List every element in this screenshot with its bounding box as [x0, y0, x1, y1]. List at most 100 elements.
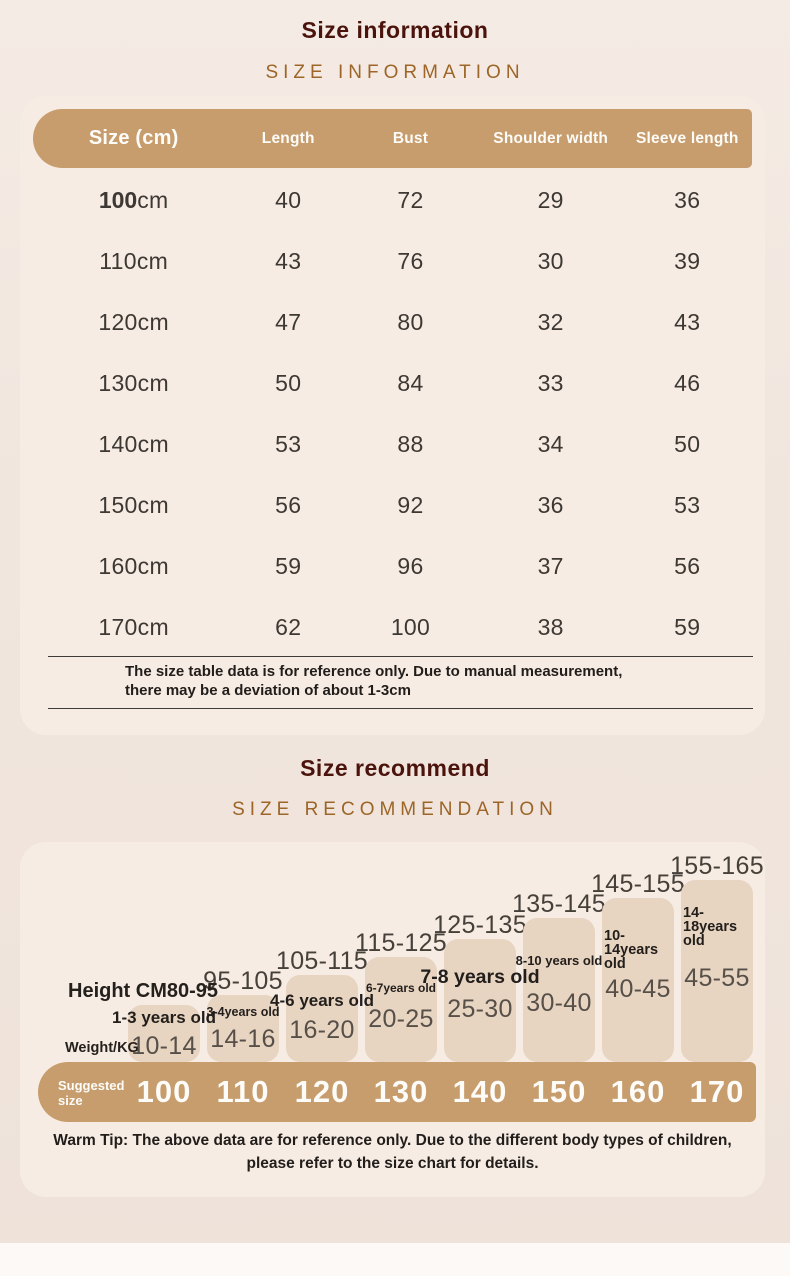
length-cell: 62	[275, 614, 302, 640]
size-bar	[286, 975, 358, 1062]
sleeve-cell: 39	[674, 248, 701, 274]
bust-cell: 96	[397, 553, 424, 579]
chart-column: 155-165 14-18years old 45-55 170	[670, 850, 764, 1140]
warm-tip: Warm Tip: The above data are for referen…	[20, 1129, 765, 1175]
chart-column: 1-3 years old 10-14 100	[112, 850, 216, 1140]
shoulder-cell: 38	[537, 614, 564, 640]
length-cell: 50	[275, 370, 302, 396]
size-table-header-row: Size (cm) Length Bust Shoulder width Sle…	[33, 109, 752, 168]
suggested-size-value: 170	[689, 1074, 745, 1109]
size-cell: 140cm	[98, 431, 169, 457]
table-row: 120cm 47 80 32 43	[33, 292, 752, 353]
size-cell: 100cm	[98, 187, 169, 213]
suggested-size-value: 140	[452, 1074, 508, 1109]
size-bar	[602, 898, 674, 1062]
length-cell: 40	[275, 187, 302, 213]
table-row: 110cm 43 76 30 39	[33, 231, 752, 292]
table-row: 170cm 62 100 38 59	[33, 597, 752, 658]
height-range-label: 95-105	[203, 967, 283, 995]
chart-column: 145-155 10-14years old 40-45 160	[591, 850, 685, 1140]
age-label: 1-3 years old	[112, 1008, 216, 1027]
weight-value: 16-20	[289, 1016, 355, 1044]
chart-column: 125-135 7-8 years old 25-30 140	[420, 850, 539, 1140]
header-bust: Bust	[392, 129, 429, 147]
age-label: 3-4years old	[206, 1005, 280, 1019]
table-row: 150cm 56 92 36 53	[33, 475, 752, 536]
length-cell: 47	[275, 309, 302, 335]
size-recommend-card: Height CM80-95 Weight/KG Suggested size …	[20, 842, 765, 1197]
length-cell: 43	[275, 248, 302, 274]
sleeve-cell: 59	[674, 614, 701, 640]
size-cell: 130cm	[98, 370, 169, 396]
suggested-size-label: Suggested size	[58, 1078, 138, 1108]
shoulder-cell: 36	[537, 492, 564, 518]
age-label: 14-18years old	[683, 905, 738, 949]
height-range-label: 135-145	[512, 890, 606, 918]
height-range-label: 125-135	[433, 911, 527, 939]
bust-cell: 84	[397, 370, 424, 396]
weight-value: 45-55	[684, 964, 750, 992]
shoulder-cell: 37	[537, 553, 564, 579]
bust-cell: 76	[397, 248, 424, 274]
bust-cell: 100	[390, 614, 431, 640]
suggested-size-value: 150	[531, 1074, 587, 1109]
warm-tip-line-1: Warm Tip: The above data are for referen…	[53, 1132, 732, 1149]
size-bar	[681, 880, 753, 1062]
size-recommend-title: Size recommend	[300, 755, 490, 781]
weight-value: 14-16	[210, 1025, 276, 1053]
chart-column: 135-145 8-10 years old 30-40 150	[512, 850, 606, 1140]
note-line-2: there may be a deviation of about 1-3cm	[125, 682, 411, 699]
age-label: 10-14years old	[604, 928, 659, 972]
chart-column: 115-125 6-7years old 20-25 130	[355, 850, 447, 1140]
size-table-body: 100cm 40 72 29 36 110cm 43 76 30 39 120cm 47 80 32 43 1…	[33, 170, 752, 658]
length-cell: 59	[275, 553, 302, 579]
weight-value: 30-40	[526, 989, 592, 1017]
weight-value: 10-14	[131, 1032, 197, 1060]
shoulder-cell: 32	[537, 309, 564, 335]
shoulder-cell: 30	[537, 248, 564, 274]
size-recommend-subtitle: SIZE RECOMMENDATION	[232, 799, 558, 820]
weight-value: 25-30	[447, 995, 513, 1023]
sleeve-cell: 56	[674, 553, 701, 579]
suggested-size-value: 120	[294, 1074, 350, 1109]
sleeve-cell: 50	[674, 431, 701, 457]
weight-value: 20-25	[368, 1005, 434, 1033]
size-bar	[523, 918, 595, 1062]
chart-column: 95-105 3-4years old 14-16 110	[203, 850, 282, 1140]
shoulder-cell: 29	[537, 187, 564, 213]
age-label: 6-7years old	[365, 981, 437, 995]
age-label: 8-10 years old	[515, 953, 603, 968]
size-table-card: Size (cm) Length Bust Shoulder width Sle…	[20, 96, 765, 735]
bust-cell: 88	[397, 431, 424, 457]
age-label: 4-6 years old	[270, 991, 374, 1010]
shoulder-cell: 33	[537, 370, 564, 396]
suggested-size-value: 100	[136, 1074, 192, 1109]
table-row: 160cm 59 96 37 56	[33, 536, 752, 597]
weight-axis-label: Weight/KG	[65, 1040, 139, 1056]
sleeve-cell: 46	[674, 370, 701, 396]
header-length: Length	[261, 129, 315, 147]
bottom-strip	[0, 1243, 790, 1276]
note-line-1: The size table data is for reference onl…	[125, 663, 623, 680]
table-row: 100cm 40 72 29 36	[33, 170, 752, 231]
header-sleeve-length: Sleeve length	[636, 129, 739, 147]
suggested-label-line-1: Suggested	[58, 1078, 125, 1093]
size-bar	[365, 957, 437, 1062]
suggested-label-line-2: size	[58, 1093, 83, 1108]
size-cell: 150cm	[98, 492, 169, 518]
height-axis-label: Height CM80-95	[68, 980, 219, 1002]
bust-cell: 72	[397, 187, 424, 213]
table-row: 130cm 50 84 33 46	[33, 353, 752, 414]
sleeve-cell: 36	[674, 187, 701, 213]
height-range-label: 115-125	[355, 929, 447, 957]
length-cell: 56	[275, 492, 302, 518]
suggested-size-band	[38, 1062, 756, 1122]
table-row: 140cm 53 88 34 50	[33, 414, 752, 475]
size-table-note: The size table data is for reference onl…	[48, 656, 753, 709]
header-shoulder-width: Shoulder width	[493, 129, 609, 147]
size-bar	[128, 1005, 200, 1062]
header-size-cm: Size (cm)	[88, 127, 179, 149]
size-cell: 110cm	[99, 248, 169, 274]
size-cell: 160cm	[98, 553, 169, 579]
